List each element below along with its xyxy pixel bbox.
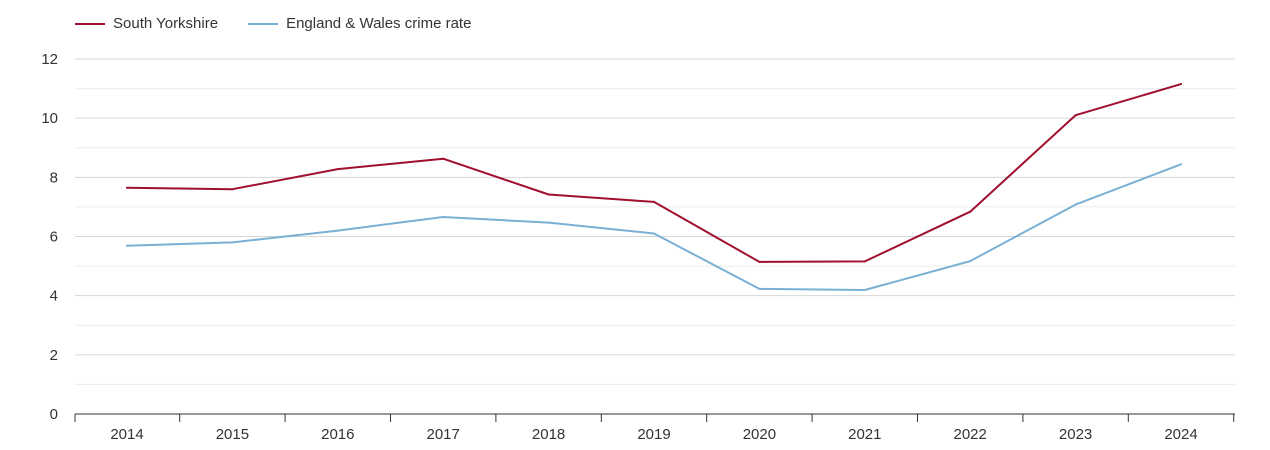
data-point-england-wales-crime-rate [126,244,128,247]
data-point-south-yorkshire [442,157,445,160]
data-point-south-yorkshire [1074,114,1077,117]
data-point-england-wales-crime-rate [231,241,234,244]
data-point-england-wales-crime-rate [863,289,866,291]
y-tick-label: 2 [50,347,58,364]
legend-item-south-yorkshire[interactable]: South Yorkshire [75,15,218,32]
x-tick-label: 2020 [743,426,776,443]
y-tick-label: 10 [41,110,58,127]
x-tick-label: 2023 [1059,426,1092,443]
x-tick-label: 2024 [1164,426,1197,443]
y-tick-label: 6 [50,229,58,246]
data-point-england-wales-crime-rate [547,221,550,224]
data-point-south-yorkshire [863,260,866,263]
legend-swatch-south-yorkshire [75,22,105,25]
legend-swatch-england-wales [248,22,279,25]
y-tick-label: 8 [50,169,58,186]
series-line-south-yorkshire [126,83,1182,263]
data-point-england-wales-crime-rate [1074,203,1077,206]
series-line-england-wales-crime-rate [126,163,1182,291]
legend-item-england-wales[interactable]: England & Wales crime rate [248,15,471,32]
data-point-england-wales-crime-rate [758,287,761,290]
data-point-south-yorkshire [653,200,655,203]
x-tick-label: 2014 [110,426,143,443]
x-tick-label: 2022 [954,426,987,443]
data-point-england-wales-crime-rate [442,216,445,218]
x-tick-label: 2021 [848,426,881,443]
data-point-england-wales-crime-rate [336,229,339,232]
data-point-south-yorkshire [231,188,234,191]
x-tick-label: 2019 [637,426,670,443]
data-point-south-yorkshire [758,260,761,263]
legend-label-england-wales: England & Wales crime rate [286,15,472,32]
y-tick-label: 0 [50,406,58,423]
data-point-south-yorkshire [547,193,550,196]
x-tick-label: 2016 [321,426,354,443]
data-point-england-wales-crime-rate [1180,163,1182,166]
data-point-south-yorkshire [969,210,972,213]
x-tick-label: 2017 [427,426,460,443]
data-point-england-wales-crime-rate [969,260,972,263]
legend: South Yorkshire England & Wales crime ra… [75,15,501,32]
y-tick-label: 4 [50,288,58,305]
data-point-england-wales-crime-rate [653,232,655,235]
y-tick-label: 12 [41,51,58,68]
legend-label-south-yorkshire: South Yorkshire [113,15,219,32]
x-tick-label: 2015 [216,426,249,443]
x-tick-label: 2018 [532,426,565,443]
data-point-south-yorkshire [336,168,339,171]
data-point-south-yorkshire [126,186,128,189]
data-point-south-yorkshire [1180,83,1182,86]
